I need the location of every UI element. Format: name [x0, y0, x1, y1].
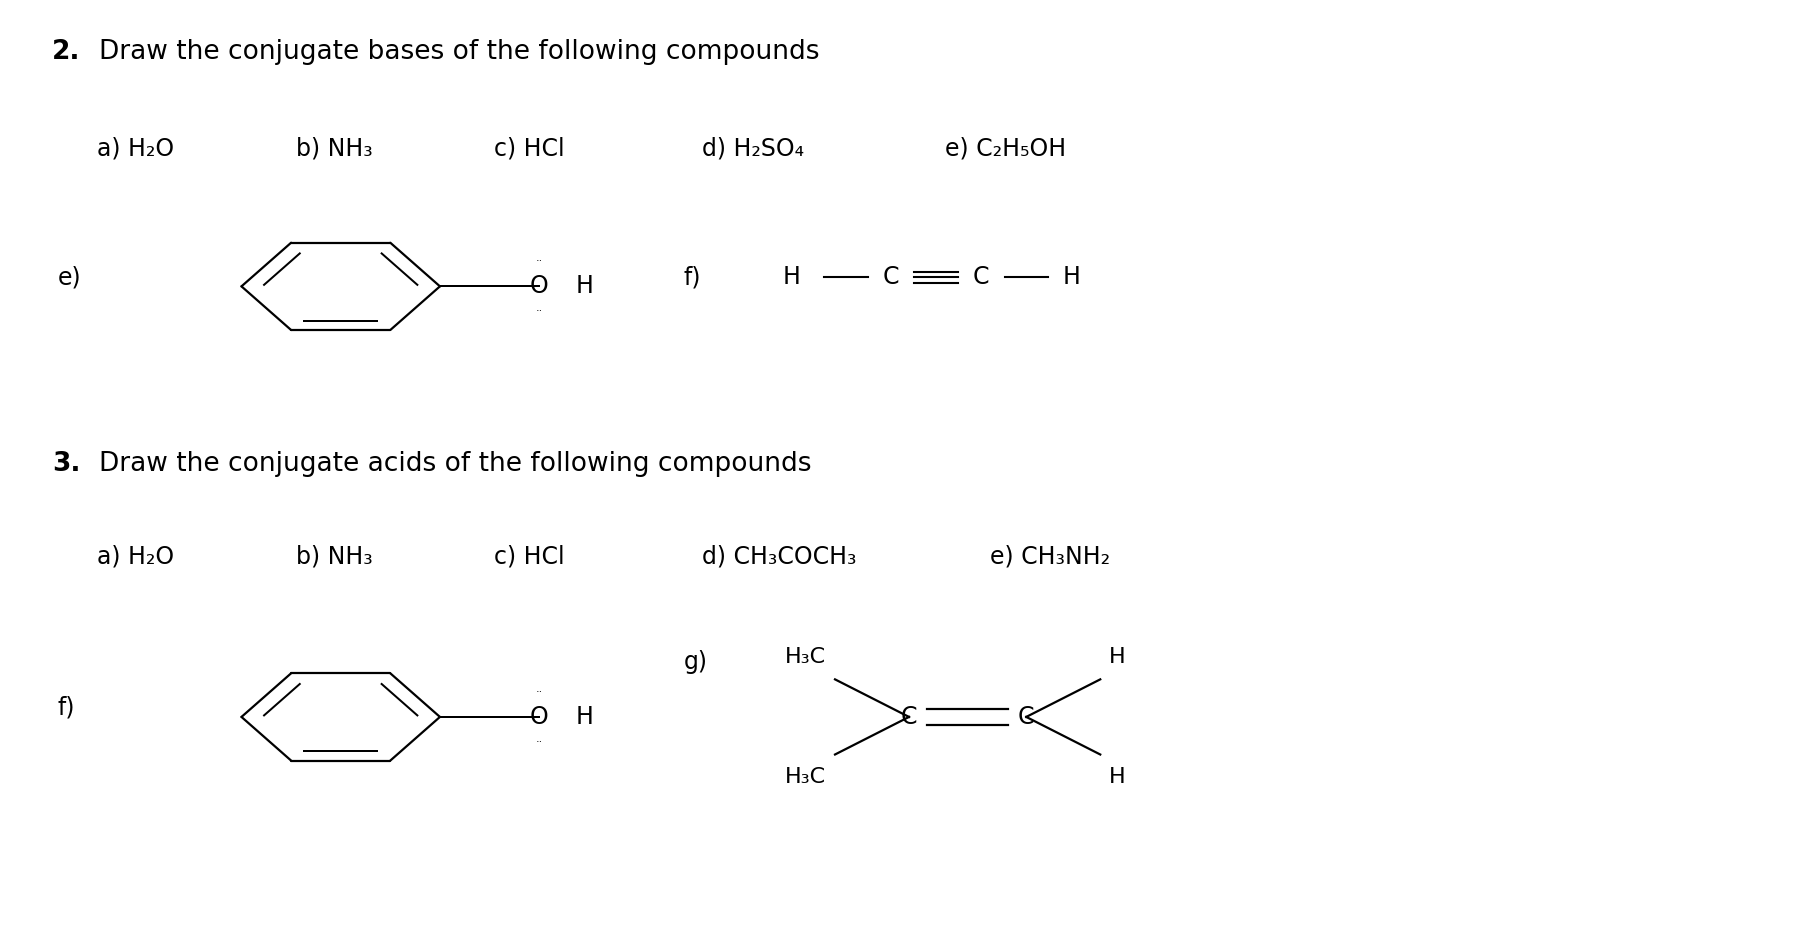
- Text: a) H₂O: a) H₂O: [96, 545, 175, 568]
- Text: H₃C: H₃C: [785, 767, 825, 788]
- Text: e): e): [58, 265, 82, 289]
- Text: H: H: [574, 705, 593, 729]
- Text: a) H₂O: a) H₂O: [96, 137, 175, 161]
- Text: 2.: 2.: [53, 39, 80, 65]
- Text: c) HCl: c) HCl: [494, 137, 565, 161]
- Text: c) HCl: c) HCl: [494, 545, 565, 568]
- Text: g): g): [684, 650, 707, 674]
- Text: C: C: [973, 265, 989, 289]
- Text: ··: ··: [536, 307, 544, 316]
- Text: 3.: 3.: [53, 451, 80, 477]
- Text: Draw the conjugate bases of the following compounds: Draw the conjugate bases of the followin…: [98, 39, 820, 65]
- Text: H: H: [784, 265, 800, 289]
- Text: C: C: [884, 265, 900, 289]
- Text: b) NH₃: b) NH₃: [296, 545, 373, 568]
- Text: d) CH₃COCH₃: d) CH₃COCH₃: [702, 545, 856, 568]
- Text: b) NH₃: b) NH₃: [296, 137, 373, 161]
- Text: d) H₂SO₄: d) H₂SO₄: [702, 137, 804, 161]
- Text: C: C: [900, 705, 918, 729]
- Text: O: O: [529, 705, 549, 729]
- Text: ··: ··: [536, 256, 544, 266]
- Text: H: H: [1062, 265, 1080, 289]
- Text: C: C: [1018, 705, 1034, 729]
- Text: e) C₂H₅OH: e) C₂H₅OH: [945, 137, 1065, 161]
- Text: H: H: [1109, 646, 1125, 667]
- Text: O: O: [529, 274, 549, 299]
- Text: ··: ··: [536, 686, 544, 697]
- Text: f): f): [684, 265, 702, 289]
- Text: H: H: [1109, 767, 1125, 788]
- Text: H: H: [574, 274, 593, 299]
- Text: H₃C: H₃C: [785, 646, 825, 667]
- Text: e) CH₃NH₂: e) CH₃NH₂: [991, 545, 1111, 568]
- Text: Draw the conjugate acids of the following compounds: Draw the conjugate acids of the followin…: [98, 451, 811, 477]
- Text: ··: ··: [536, 737, 544, 747]
- Text: f): f): [58, 696, 75, 720]
